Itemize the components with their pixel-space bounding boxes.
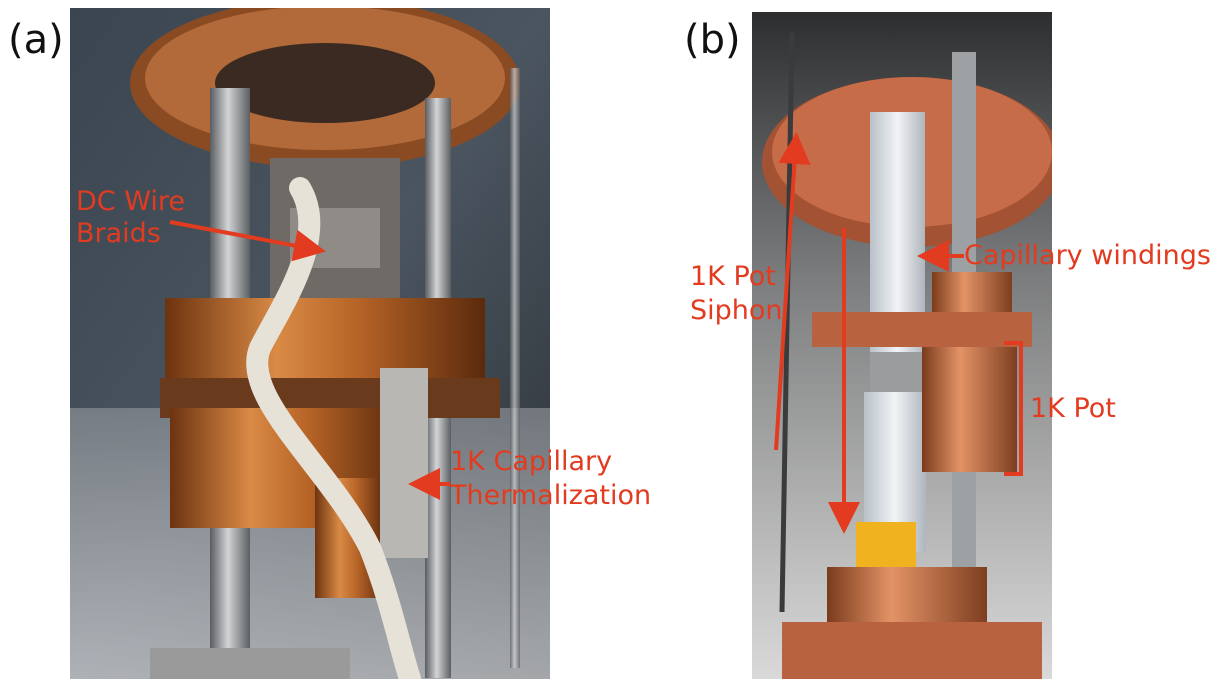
label-dc-wire-1: DC Wire — [76, 186, 185, 217]
label-capillary-1: 1K Capillary — [450, 446, 613, 477]
pot-bracket — [1004, 341, 1023, 476]
photo-b — [752, 12, 1052, 679]
dc-wire-arrow — [169, 220, 326, 262]
label-siphon-1: 1K Pot — [690, 261, 776, 292]
label-capillary-windings: Capillary windings — [964, 240, 1211, 271]
photo-a — [70, 8, 550, 679]
panel-a-letter: (a) — [8, 17, 64, 63]
label-capillary-2: Thermalization — [450, 480, 652, 511]
panel-b-letter: (b) — [684, 17, 741, 63]
label-1k-pot: 1K Pot — [1030, 393, 1116, 424]
label-siphon-2: Siphon — [690, 295, 783, 326]
siphon-arrow-up — [774, 132, 811, 451]
label-dc-wire-2: Braids — [76, 218, 161, 249]
